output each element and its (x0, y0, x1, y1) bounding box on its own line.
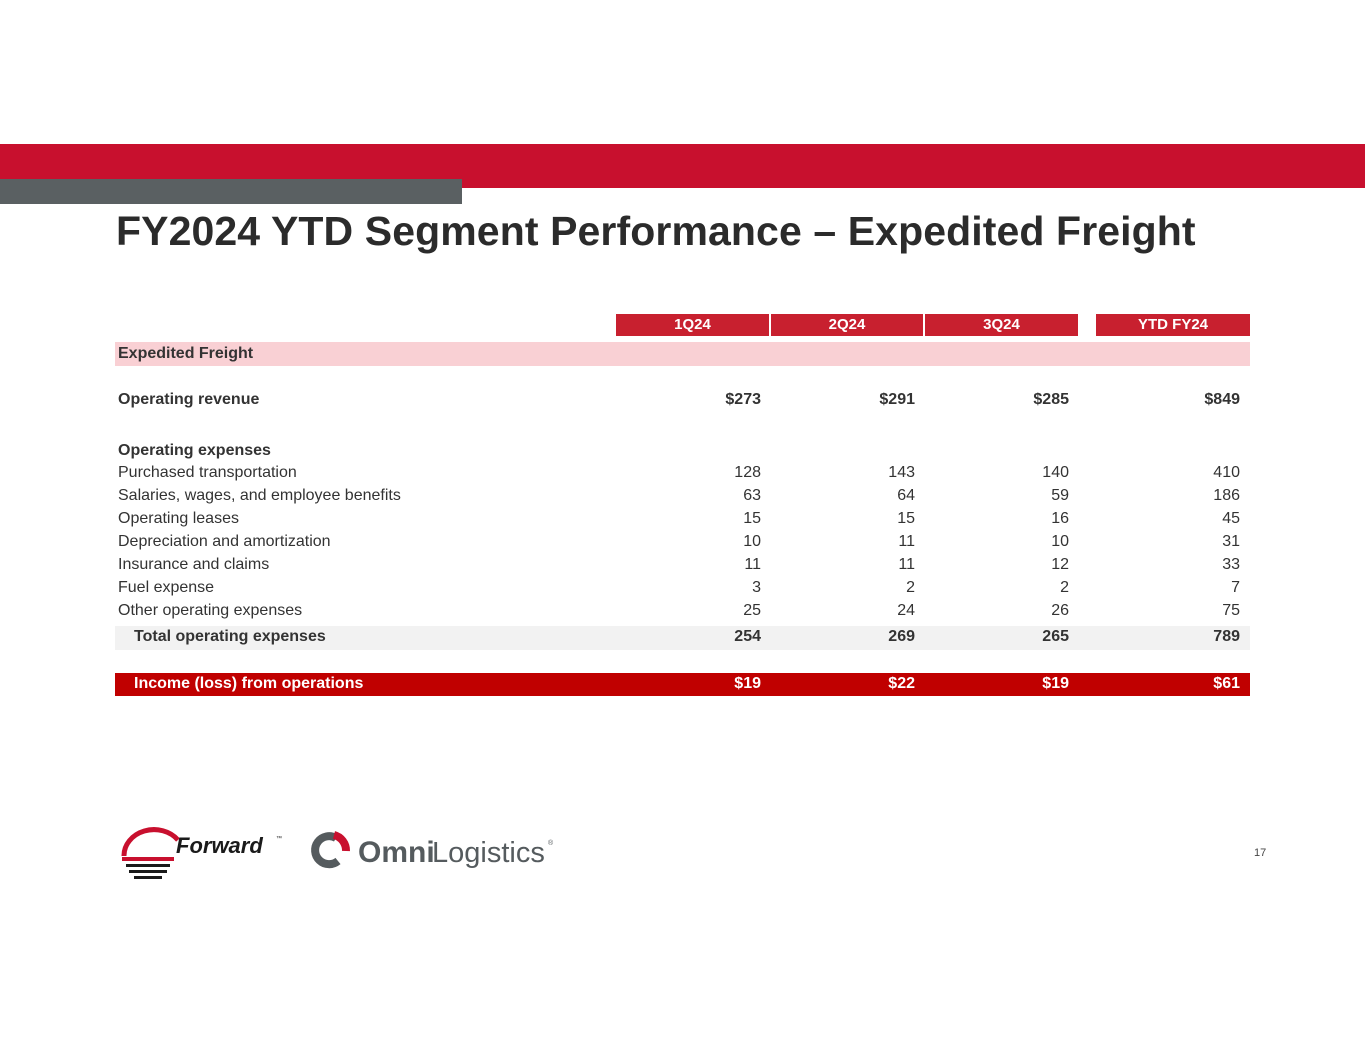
cell-value: 59 (1051, 487, 1069, 504)
cell-value: 12 (1051, 556, 1069, 573)
table-row: Depreciation and amortization 10 11 10 3… (115, 531, 1250, 554)
cell-value: 265 (1042, 628, 1069, 645)
column-header-2q24: 2Q24 (771, 314, 923, 336)
row-label: Purchased transportation (118, 464, 297, 481)
cell-value: 31 (1222, 533, 1240, 550)
cell-value: 143 (888, 464, 915, 481)
column-header-ytd: YTD FY24 (1096, 314, 1250, 336)
cell-value: $19 (734, 675, 761, 692)
cell-value: $273 (725, 391, 761, 408)
cell-value: 269 (888, 628, 915, 645)
cell-value: 33 (1222, 556, 1240, 573)
cell-value: 3 (752, 579, 761, 596)
forward-logo-text: Forward (176, 833, 263, 858)
cell-value: 140 (1042, 464, 1069, 481)
cell-value: 63 (743, 487, 761, 504)
cell-value: 11 (898, 556, 915, 573)
row-label: Other operating expenses (118, 602, 303, 619)
section-label: Expedited Freight (118, 345, 254, 362)
cell-value: 75 (1222, 602, 1240, 619)
cell-value: 128 (734, 464, 761, 481)
cell-value: 15 (897, 510, 915, 527)
cell-value: 789 (1213, 628, 1240, 645)
omni-logistics-logo: Omni Logistics ® (311, 831, 554, 869)
forward-logo: Forward ™ (121, 827, 282, 879)
row-label: Salaries, wages, and employee benefits (118, 487, 401, 504)
omni-reg-mark: ® (548, 839, 554, 847)
expenses-heading: Operating expenses (118, 442, 271, 459)
cell-value: $61 (1213, 675, 1240, 692)
omni-logo-bold-text: Omni (358, 836, 435, 869)
cell-value: 186 (1213, 487, 1240, 504)
row-label: Operating revenue (118, 391, 260, 408)
row-label: Operating leases (118, 510, 239, 527)
expenses-heading-row: Operating expenses (115, 440, 1250, 463)
cell-value: 2 (1060, 579, 1069, 596)
table-row: Operating leases 15 15 16 45 (115, 508, 1250, 531)
table-row: Insurance and claims 11 11 12 33 (115, 554, 1250, 577)
cell-value: 2 (906, 579, 915, 596)
table-row: Purchased transportation 128 143 140 410 (115, 462, 1250, 485)
cell-value: $291 (879, 391, 915, 408)
cell-value: 25 (743, 602, 761, 619)
row-label: Depreciation and amortization (118, 533, 331, 550)
row-label: Fuel expense (118, 579, 215, 596)
row-label: Income (loss) from operations (134, 675, 364, 692)
cell-value: 26 (1051, 602, 1069, 619)
page-title: FY2024 YTD Segment Performance – Expedit… (116, 208, 1196, 254)
cell-value: 10 (1051, 533, 1069, 550)
cell-value: 7 (1231, 579, 1240, 596)
cell-value: 11 (744, 556, 761, 573)
cell-value: 24 (897, 602, 915, 619)
cell-value: 45 (1222, 510, 1240, 527)
cell-value: $22 (888, 675, 915, 692)
cell-value: 10 (743, 533, 761, 550)
total-row: Total operating expenses 254 269 265 789 (115, 626, 1250, 650)
header-grey-band (0, 179, 462, 204)
cell-value: $19 (1042, 675, 1069, 692)
cell-value: 64 (897, 487, 915, 504)
cell-value: 11 (898, 533, 915, 550)
cell-value: $285 (1033, 391, 1069, 408)
table-row: Fuel expense 3 2 2 7 (115, 577, 1250, 600)
table-row: Other operating expenses 25 24 26 75 (115, 600, 1250, 623)
row-label: Insurance and claims (118, 556, 270, 573)
page-number: 17 (1254, 847, 1267, 859)
row-label: Total operating expenses (134, 628, 326, 645)
cell-value: $849 (1204, 391, 1240, 408)
revenue-row: Operating revenue $273 $291 $285 $849 (115, 389, 1250, 412)
forward-tm-mark: ™ (276, 835, 282, 842)
omni-logo-light-text: Logistics (432, 837, 545, 869)
column-header-3q24: 3Q24 (925, 314, 1078, 336)
income-row: Income (loss) from operations $19 $22 $1… (115, 673, 1250, 696)
cell-value: 254 (734, 628, 761, 645)
column-header-1q24: 1Q24 (616, 314, 769, 336)
cell-value: 15 (743, 510, 761, 527)
table-row: Salaries, wages, and employee benefits 6… (115, 485, 1250, 508)
section-bar: Expedited Freight (115, 342, 1250, 366)
cell-value: 410 (1213, 464, 1240, 481)
cell-value: 16 (1051, 510, 1069, 527)
